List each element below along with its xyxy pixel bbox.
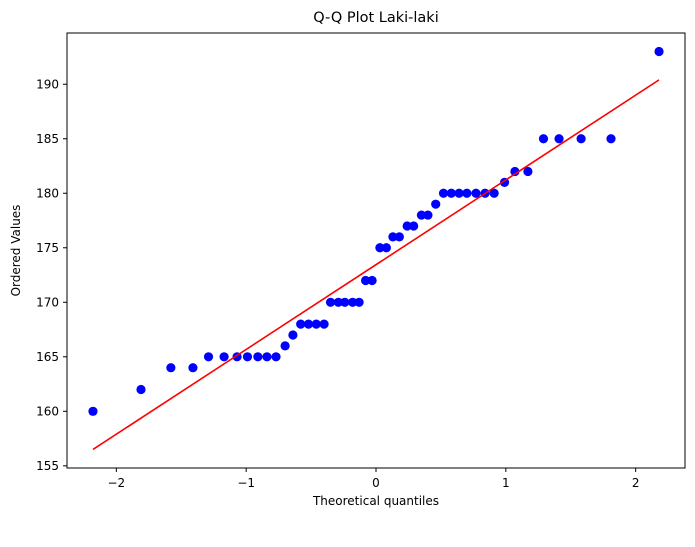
data-point	[446, 188, 456, 198]
y-tick-label: 185	[36, 132, 59, 146]
y-axis: 155 160 165 170 175 180 185 190	[36, 78, 67, 473]
plot-area	[88, 46, 664, 451]
data-point	[288, 330, 298, 340]
data-point	[510, 166, 520, 177]
data-point	[333, 297, 343, 307]
x-axis: −2 −1 0 1 2	[107, 468, 639, 490]
data-point	[325, 297, 336, 307]
data-point	[576, 134, 586, 144]
data-point	[375, 243, 385, 253]
data-point	[402, 221, 412, 231]
data-point	[348, 297, 358, 307]
y-axis-label: Ordered Values	[9, 205, 23, 297]
data-point	[409, 221, 419, 231]
data-point	[303, 319, 314, 329]
data-point	[394, 232, 404, 242]
data-point	[188, 363, 198, 373]
data-point	[166, 363, 176, 373]
x-tick-label: −1	[237, 476, 255, 490]
data-point	[381, 243, 391, 253]
data-point	[471, 188, 481, 198]
data-point	[388, 232, 398, 242]
data-point	[242, 352, 253, 362]
data-point	[340, 297, 350, 307]
data-point	[489, 188, 499, 198]
data-point	[311, 319, 321, 329]
data-point	[454, 188, 464, 198]
data-point	[280, 341, 290, 351]
y-tick-label: 155	[36, 459, 59, 473]
data-point	[423, 210, 433, 220]
data-point	[203, 352, 214, 362]
data-point	[136, 384, 146, 395]
data-point	[416, 210, 427, 220]
y-tick-label: 165	[36, 350, 59, 364]
data-point	[606, 134, 616, 144]
x-tick-label: 1	[502, 476, 510, 490]
y-tick-label: 160	[36, 405, 59, 419]
data-point	[271, 352, 281, 362]
data-point	[654, 46, 664, 57]
y-tick-label: 190	[36, 78, 59, 92]
x-tick-label: 2	[632, 476, 640, 490]
fit-line	[92, 79, 660, 451]
data-point	[367, 275, 377, 286]
x-tick-label: 0	[372, 476, 380, 490]
y-tick-label: 175	[36, 241, 59, 255]
data-point	[462, 188, 472, 198]
data-point	[538, 134, 549, 144]
data-point	[361, 275, 371, 286]
x-axis-label: Theoretical quantiles	[312, 494, 439, 508]
data-point	[219, 352, 229, 362]
data-point	[554, 134, 564, 144]
y-tick-label: 180	[36, 187, 59, 201]
data-point	[523, 166, 533, 177]
data-point	[296, 319, 306, 329]
y-tick-label: 170	[36, 296, 59, 310]
chart-title: Q-Q Plot Laki-laki	[313, 10, 439, 26]
data-point	[262, 352, 272, 362]
x-tick-label: −2	[107, 476, 125, 490]
data-point	[431, 199, 441, 209]
data-point	[88, 406, 98, 416]
data-point	[354, 297, 364, 307]
data-point	[438, 188, 449, 198]
data-point	[319, 319, 329, 329]
data-point	[253, 352, 263, 362]
